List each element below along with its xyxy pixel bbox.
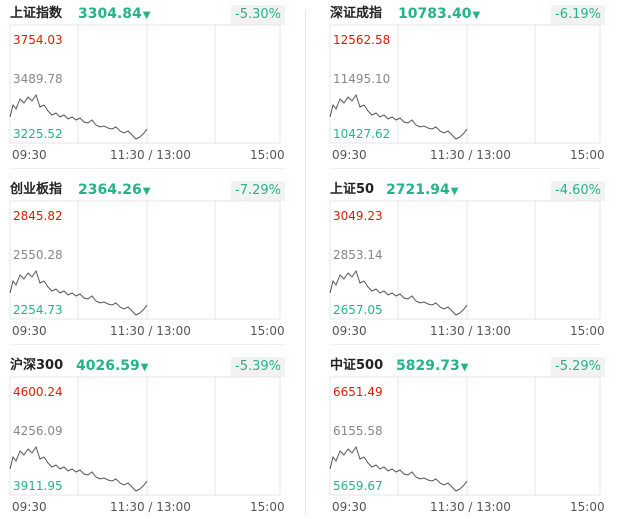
index-value: 3304.84▼ xyxy=(78,6,151,22)
time-mid: 11:30 / 13:00 xyxy=(430,500,511,514)
intraday-chart xyxy=(9,200,281,320)
time-mid: 11:30 / 13:00 xyxy=(110,500,191,514)
index-name: 上证50 xyxy=(330,182,375,197)
time-open: 09:30 xyxy=(332,500,367,514)
row-separator xyxy=(330,168,600,169)
mid-value: 6155.58 xyxy=(333,424,383,438)
down-arrow-icon: ▼ xyxy=(450,186,459,197)
intraday-chart xyxy=(329,200,601,320)
time-close: 15:00 xyxy=(250,148,285,162)
down-arrow-icon: ▼ xyxy=(142,186,151,197)
time-close: 15:00 xyxy=(570,324,605,338)
low-value: 2657.05 xyxy=(333,303,383,317)
index-card-sse50[interactable]: 上证50 2721.94▼ -4.60% 3049.23 2853.14 265… xyxy=(329,179,605,338)
high-value: 2845.82 xyxy=(13,209,63,223)
intraday-chart xyxy=(329,24,601,144)
index-name: 中证500 xyxy=(330,358,384,373)
mid-value: 11495.10 xyxy=(333,72,391,86)
change-percent: -4.60% xyxy=(551,181,605,201)
high-value: 12562.58 xyxy=(333,33,391,47)
index-value: 4026.59▼ xyxy=(76,358,149,374)
change-percent: -5.29% xyxy=(551,357,605,377)
index-name: 深证成指 xyxy=(330,6,383,21)
down-arrow-icon: ▼ xyxy=(460,362,469,373)
index-name: 上证指数 xyxy=(10,6,63,21)
time-close: 15:00 xyxy=(570,148,605,162)
time-close: 15:00 xyxy=(250,500,285,514)
time-open: 09:30 xyxy=(12,324,47,338)
down-arrow-icon: ▼ xyxy=(142,10,151,21)
low-value: 5659.67 xyxy=(333,479,383,493)
time-mid: 11:30 / 13:00 xyxy=(110,148,191,162)
change-percent: -6.19% xyxy=(551,5,605,25)
time-open: 09:30 xyxy=(332,148,367,162)
intraday-chart xyxy=(9,376,281,496)
low-value: 3911.95 xyxy=(13,479,63,493)
low-value: 10427.62 xyxy=(333,127,391,141)
mid-value: 4256.09 xyxy=(13,424,63,438)
change-percent: -5.39% xyxy=(231,357,285,377)
mid-value: 2550.28 xyxy=(13,248,63,262)
price-line xyxy=(329,445,468,492)
down-arrow-icon: ▼ xyxy=(472,10,481,21)
mid-value: 3489.78 xyxy=(13,72,63,86)
index-name: 沪深300 xyxy=(10,358,64,373)
column-divider xyxy=(305,10,306,515)
time-mid: 11:30 / 13:00 xyxy=(430,148,511,162)
time-open: 09:30 xyxy=(12,500,47,514)
row-separator xyxy=(10,344,285,345)
price-line xyxy=(9,269,148,316)
high-value: 4600.24 xyxy=(13,385,63,399)
time-open: 09:30 xyxy=(332,324,367,338)
index-card-csi300[interactable]: 沪深300 4026.59▼ -5.39% 4600.24 4256.09 39… xyxy=(9,355,285,514)
intraday-chart xyxy=(329,376,601,496)
price-line xyxy=(329,93,468,140)
row-separator xyxy=(10,168,285,169)
high-value: 6651.49 xyxy=(333,385,383,399)
price-line xyxy=(9,445,148,492)
down-arrow-icon: ▼ xyxy=(140,362,149,373)
price-line xyxy=(9,93,148,140)
index-card-sh-composite[interactable]: 上证指数 3304.84▼ -5.30% 3754.03 3489.78 322… xyxy=(9,3,285,162)
index-value: 5829.73▼ xyxy=(396,358,469,374)
time-mid: 11:30 / 13:00 xyxy=(110,324,191,338)
index-value: 10783.40▼ xyxy=(398,6,481,22)
low-value: 3225.52 xyxy=(13,127,63,141)
row-separator xyxy=(330,344,600,345)
change-percent: -5.30% xyxy=(231,5,285,25)
time-close: 15:00 xyxy=(570,500,605,514)
price-line xyxy=(329,269,468,316)
high-value: 3049.23 xyxy=(333,209,383,223)
time-close: 15:00 xyxy=(250,324,285,338)
index-value: 2721.94▼ xyxy=(386,182,459,198)
change-percent: -7.29% xyxy=(231,181,285,201)
index-name: 创业板指 xyxy=(10,182,63,197)
index-card-sz-component[interactable]: 深证成指 10783.40▼ -6.19% 12562.58 11495.10 … xyxy=(329,3,605,162)
high-value: 3754.03 xyxy=(13,33,63,47)
mid-value: 2853.14 xyxy=(333,248,383,262)
time-open: 09:30 xyxy=(12,148,47,162)
intraday-chart xyxy=(9,24,281,144)
low-value: 2254.73 xyxy=(13,303,63,317)
index-card-chinext[interactable]: 创业板指 2364.26▼ -7.29% 2845.82 2550.28 225… xyxy=(9,179,285,338)
time-mid: 11:30 / 13:00 xyxy=(430,324,511,338)
index-card-csi500[interactable]: 中证500 5829.73▼ -5.29% 6651.49 6155.58 56… xyxy=(329,355,605,514)
index-value: 2364.26▼ xyxy=(78,182,151,198)
